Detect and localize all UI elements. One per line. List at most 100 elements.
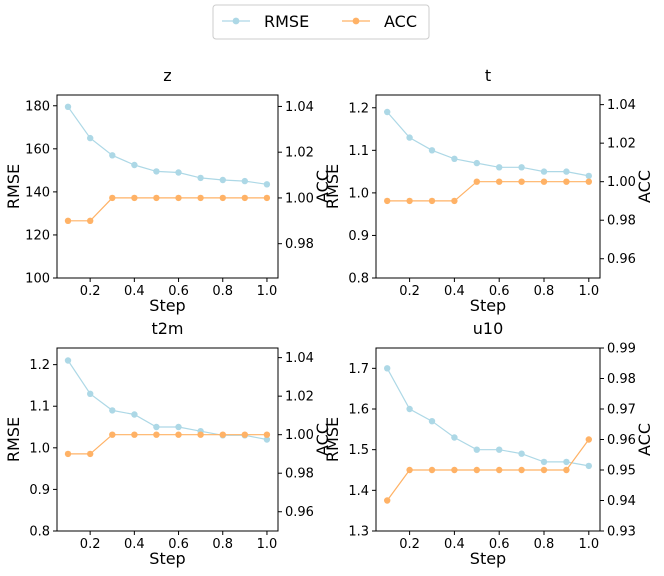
y-right-axis-label: ACC	[635, 423, 654, 456]
x-tick-label: 0.6	[489, 537, 510, 552]
data-point-rmse	[563, 168, 570, 175]
data-point-acc	[175, 194, 182, 202]
data-point-rmse	[585, 462, 592, 470]
x-tick-label: 0.8	[534, 537, 555, 552]
data-point-acc	[473, 466, 480, 474]
y-right-tick-label: 0.94	[607, 494, 636, 509]
data-point-rmse	[64, 357, 72, 364]
y-left-axis-label: RMSE	[323, 164, 342, 209]
y-left-tick-label: 180	[25, 99, 50, 114]
y-right-tick-label: 0.97	[607, 403, 636, 418]
plot-frame	[56, 94, 279, 279]
y-left-tick-label: 1.0	[348, 186, 369, 201]
data-point-acc	[219, 431, 226, 438]
data-point-acc	[263, 431, 271, 438]
y-right-tick-label: 0.98	[607, 372, 636, 387]
y-left-axis-label: RMSE	[323, 417, 342, 462]
series-line-rmse	[386, 111, 589, 177]
data-point-acc	[197, 431, 204, 438]
data-point-rmse	[451, 155, 458, 162]
plot-frame	[375, 347, 601, 532]
series-line-acc	[68, 434, 267, 455]
chart-panel-u10: u10 0.2 0.4 0.6 0.8 1.0 1.3 1.4 1.5 1.6 1.7 0.93 0.9…	[323, 319, 654, 568]
y-right-tick-label: 0.93	[607, 525, 636, 540]
y-left-tick-label: 1.0	[29, 441, 50, 456]
data-point-rmse	[540, 168, 548, 175]
legend-label-acc: ACC	[384, 12, 417, 31]
data-point-rmse	[428, 418, 436, 425]
series-line-rmse	[386, 368, 589, 467]
x-tick-label: 0.8	[212, 537, 233, 552]
panel-title: t2m	[151, 319, 183, 338]
y-left-tick-label: 1.2	[29, 358, 50, 373]
y-left-tick-label: 100	[25, 272, 50, 287]
data-point-rmse	[109, 152, 116, 159]
data-point-rmse	[473, 446, 480, 453]
y-right-tick-label: 1.00	[285, 428, 314, 443]
legend-label-rmse: RMSE	[264, 12, 309, 31]
data-point-rmse	[219, 176, 226, 184]
data-point-acc	[131, 194, 138, 202]
y-left-tick-label: 1.4	[348, 484, 369, 499]
data-point-rmse	[496, 164, 503, 171]
y-left-tick-label: 0.8	[348, 272, 369, 287]
y-left-tick-label: 120	[25, 228, 50, 243]
x-tick-label: 1.0	[257, 284, 278, 299]
data-point-rmse	[563, 458, 570, 466]
chart-panels: z 0.2 0.4 0.6 0.8 1.0 100 120 140 160 180 0.98 1.00 1…	[4, 66, 654, 568]
data-point-rmse	[263, 436, 271, 443]
y-left-tick-label: 140	[25, 185, 50, 200]
data-point-acc	[263, 194, 271, 202]
data-point-rmse	[197, 174, 204, 182]
data-point-acc	[384, 497, 391, 504]
data-point-acc	[153, 431, 160, 438]
data-point-acc	[109, 431, 116, 438]
y-left-tick-label: 1.6	[348, 403, 369, 418]
data-point-acc	[175, 431, 182, 438]
data-point-acc	[87, 217, 94, 224]
y-left-tick-label: 1.7	[348, 362, 369, 377]
data-point-rmse	[131, 161, 138, 169]
legend-frame	[212, 4, 430, 40]
x-tick-label: 0.4	[444, 537, 465, 552]
y-right-tick-label: 0.96	[285, 505, 314, 520]
y-left-axis-label: RMSE	[4, 164, 23, 209]
x-tick-label: 1.0	[257, 537, 278, 552]
data-point-acc	[87, 450, 94, 458]
data-point-rmse	[153, 423, 160, 431]
y-right-tick-label: 0.98	[607, 214, 636, 229]
data-point-rmse	[87, 134, 94, 142]
data-point-rmse	[153, 168, 160, 175]
chart-panel-t: t 0.2 0.4 0.6 0.8 1.0 0.8 0.9 1.0 1.1 1.2 0.96 0.98 1…	[323, 66, 654, 315]
y-right-tick-label: 0.96	[607, 252, 636, 267]
data-point-acc	[241, 194, 248, 202]
chart-panel-z: z 0.2 0.4 0.6 0.8 1.0 100 120 140 160 180 0.98 1.00 1…	[4, 66, 332, 315]
y-right-tick-label: 0.95	[607, 464, 636, 479]
data-point-acc	[64, 450, 72, 458]
x-tick-label: 1.0	[578, 284, 599, 299]
x-axis-label: Step	[149, 296, 185, 315]
data-point-rmse	[263, 181, 271, 188]
data-point-acc	[585, 178, 592, 185]
data-point-acc	[496, 466, 503, 474]
data-point-acc	[384, 197, 391, 205]
data-point-acc	[64, 217, 72, 224]
data-point-acc	[406, 466, 413, 474]
data-point-acc	[109, 194, 116, 202]
y-right-tick-label: 1.04	[285, 351, 314, 366]
data-point-rmse	[175, 169, 182, 176]
x-axis-label: Step	[470, 549, 506, 568]
data-point-rmse	[428, 147, 436, 154]
x-axis-label: Step	[149, 549, 185, 568]
y-right-axis-label: ACC	[313, 170, 332, 203]
x-tick-label: 1.0	[578, 537, 599, 552]
panel-title: u10	[473, 319, 504, 338]
data-point-acc	[197, 194, 204, 202]
data-point-acc	[428, 197, 436, 205]
y-left-tick-label: 160	[25, 142, 50, 157]
x-tick-label: 0.6	[168, 537, 189, 552]
y-left-tick-label: 1.3	[348, 525, 369, 540]
data-point-rmse	[451, 434, 458, 441]
x-tick-label: 0.8	[212, 284, 233, 299]
